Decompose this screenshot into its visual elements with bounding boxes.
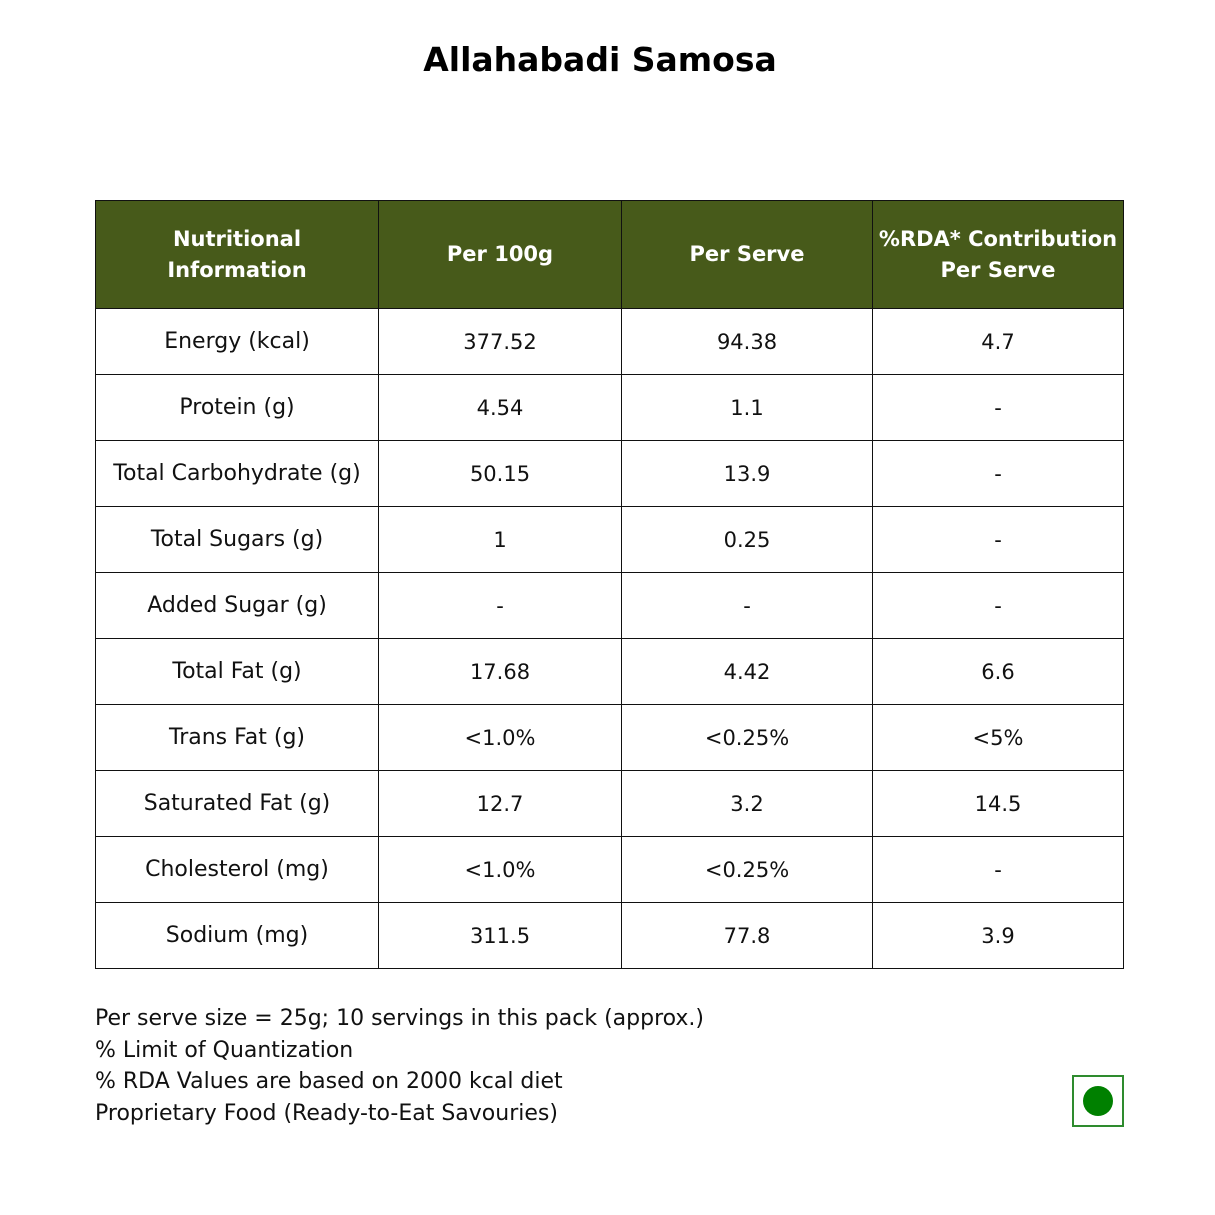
cell-per-100g: 311.5 — [378, 902, 622, 969]
table-header-row: Nutritional Information Per 100g Per Ser… — [95, 200, 1124, 309]
cell-per-serve: - — [621, 572, 873, 639]
veg-dot — [1083, 1086, 1113, 1116]
cell-nutrient: Trans Fat (g) — [95, 704, 379, 771]
cell-per-serve: <0.25% — [621, 704, 873, 771]
cell-rda: 4.7 — [872, 308, 1124, 375]
table-row: Total Fat (g) 17.68 4.42 6.6 — [95, 638, 1124, 705]
page-title: Allahabadi Samosa — [423, 40, 777, 79]
cell-per-100g: 50.15 — [378, 440, 622, 507]
table-row: Energy (kcal) 377.52 94.38 4.7 — [95, 308, 1124, 375]
cell-nutrient: Sodium (mg) — [95, 902, 379, 969]
cell-rda: 6.6 — [872, 638, 1124, 705]
cell-rda: 14.5 — [872, 770, 1124, 837]
header-nutritional-information: Nutritional Information — [95, 200, 379, 309]
footnotes: Per serve size = 25g; 10 servings in thi… — [95, 1003, 704, 1129]
cell-per-serve: 0.25 — [621, 506, 873, 573]
cell-rda: - — [872, 374, 1124, 441]
cell-per-100g: 377.52 — [378, 308, 622, 375]
cell-nutrient: Added Sugar (g) — [95, 572, 379, 639]
cell-nutrient: Total Fat (g) — [95, 638, 379, 705]
cell-per-serve: 1.1 — [621, 374, 873, 441]
header-per-serve: Per Serve — [621, 200, 873, 309]
table-row: Saturated Fat (g) 12.7 3.2 14.5 — [95, 770, 1124, 837]
cell-per-serve: 4.42 — [621, 638, 873, 705]
note-limit-quantization: % Limit of Quantization — [95, 1037, 354, 1063]
cell-per-100g: - — [378, 572, 622, 639]
cell-per-100g: 12.7 — [378, 770, 622, 837]
vegetarian-mark-icon — [1072, 1075, 1124, 1127]
cell-rda: <5% — [872, 704, 1124, 771]
note-rda-basis: % RDA Values are based on 2000 kcal diet — [95, 1069, 563, 1094]
cell-per-100g: <1.0% — [378, 704, 622, 771]
note-serve-size: Per serve size = 25g; 10 servings in thi… — [95, 1006, 705, 1031]
cell-per-serve: 3.2 — [621, 770, 873, 837]
table-row: Cholesterol (mg) <1.0% <0.25% - — [95, 836, 1124, 903]
cell-per-serve: 94.38 — [621, 308, 873, 375]
header-rda-contribution: %RDA* Contribution Per Serve — [872, 200, 1124, 309]
cell-rda: - — [872, 440, 1124, 507]
table-row: Total Carbohydrate (g) 50.15 13.9- — [95, 440, 1124, 507]
cell-per-serve: <0.25% — [621, 836, 873, 903]
cell-rda: - — [872, 836, 1124, 903]
cell-per-100g: <1.0% — [378, 836, 622, 903]
cell-nutrient: Saturated Fat (g) — [95, 770, 379, 837]
cell-per-serve: 77.8 — [621, 902, 873, 969]
table-row: Total Sugars (g) 1 0.25- — [95, 506, 1124, 573]
cell-per-100g: 1 — [378, 506, 622, 573]
cell-rda: - — [872, 506, 1124, 573]
cell-rda: - — [872, 572, 1124, 639]
cell-per-100g: 17.68 — [378, 638, 622, 705]
table-row: Trans Fat (g) <1.0% <0.25% <5% — [95, 704, 1124, 771]
cell-per-100g: 4.54 — [378, 374, 622, 441]
cell-nutrient: Protein (g) — [95, 374, 379, 441]
nutrition-table: Nutritional Information Per 100g Per Ser… — [95, 200, 1124, 969]
cell-nutrient: Total Carbohydrate (g) — [95, 440, 379, 507]
cell-per-serve: 13.9 — [621, 440, 873, 507]
table-row: Added Sugar (g) - - - — [95, 572, 1124, 639]
cell-rda: 3.9 — [872, 902, 1124, 969]
header-per-100g: Per 100g — [378, 200, 622, 309]
table-row: Protein (g) 4.54 1.1- — [95, 374, 1124, 441]
cell-nutrient: Total Sugars (g) — [95, 506, 379, 573]
table-row: Sodium (mg) 311.5 77.8 3.9 — [95, 902, 1124, 969]
cell-nutrient: Energy (kcal) — [95, 308, 379, 375]
cell-nutrient: Cholesterol (mg) — [95, 836, 379, 903]
note-food-category: Proprietary Food (Ready-to-Eat Savouries… — [95, 1100, 558, 1126]
